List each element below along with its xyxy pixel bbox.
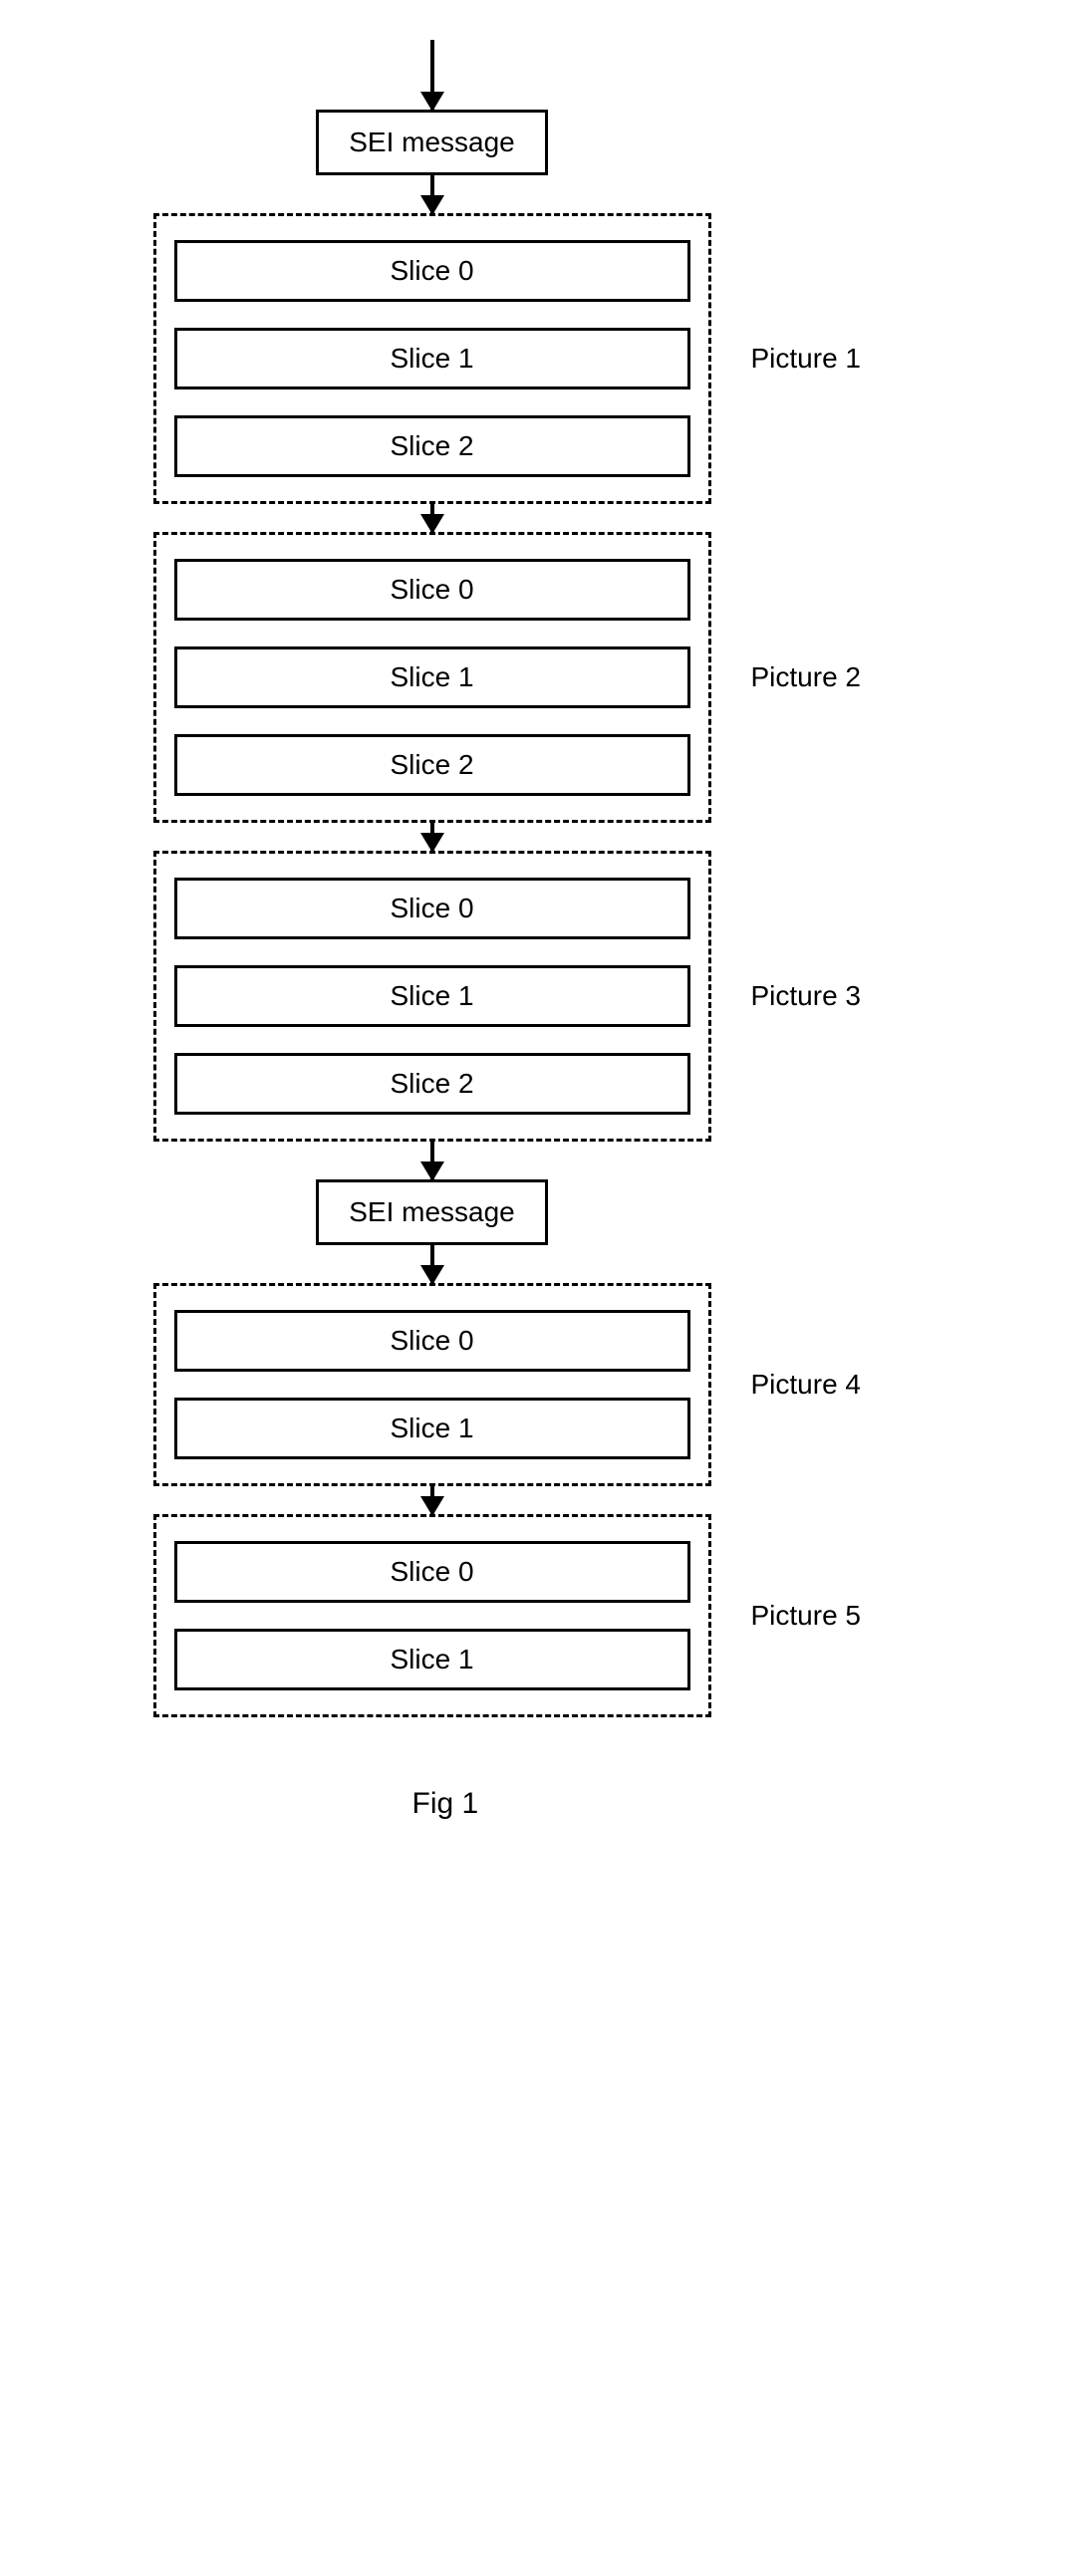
picture-row: Slice 0 Slice 1 Picture 5 [153,1514,711,1717]
sei-message-box: SEI message [316,1179,548,1245]
arrow [430,1142,434,1179]
picture-row: Slice 0 Slice 1 Slice 2 Picture 1 [153,213,711,504]
picture-box: Slice 0 Slice 1 Slice 2 [153,532,711,823]
slice-box: Slice 1 [174,1398,690,1459]
slice-box: Slice 0 [174,240,690,302]
slice-box: Slice 2 [174,1053,690,1115]
slice-box: Slice 1 [174,1629,690,1690]
arrow [430,504,434,532]
picture-row: Slice 0 Slice 1 Picture 4 [153,1283,711,1486]
slice-box: Slice 1 [174,965,690,1027]
picture-box: Slice 0 Slice 1 [153,1283,711,1486]
slice-box: Slice 1 [174,646,690,708]
slice-box: Slice 0 [174,1541,690,1603]
slice-box: Slice 0 [174,1310,690,1372]
picture-box: Slice 0 Slice 1 Slice 2 [153,213,711,504]
slice-box: Slice 0 [174,878,690,939]
picture-box: Slice 0 Slice 1 [153,1514,711,1717]
figure-caption: Fig 1 [412,1787,990,1821]
diagram-root: SEI message Slice 0 Slice 1 Slice 2 Pict… [94,40,990,1821]
arrow [430,175,434,213]
picture-label: Picture 3 [751,980,862,1012]
picture-label: Picture 2 [751,661,862,693]
picture-label: Picture 1 [751,343,862,375]
slice-box: Slice 2 [174,415,690,477]
picture-label: Picture 4 [751,1369,862,1401]
sei-message-box: SEI message [316,110,548,175]
arrow [430,1245,434,1283]
picture-box: Slice 0 Slice 1 Slice 2 [153,851,711,1142]
picture-row: Slice 0 Slice 1 Slice 2 Picture 3 [153,851,711,1142]
arrow [430,1486,434,1514]
flow-column: SEI message Slice 0 Slice 1 Slice 2 Pict… [153,40,711,1717]
arrow-initial [430,40,434,110]
slice-box: Slice 0 [174,559,690,621]
picture-label: Picture 5 [751,1600,862,1632]
arrow [430,823,434,851]
slice-box: Slice 1 [174,328,690,389]
picture-row: Slice 0 Slice 1 Slice 2 Picture 2 [153,532,711,823]
slice-box: Slice 2 [174,734,690,796]
